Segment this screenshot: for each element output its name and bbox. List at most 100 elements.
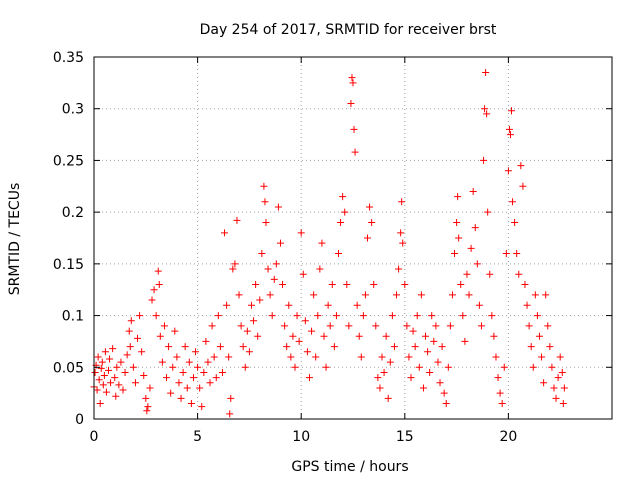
data-point [455,234,463,242]
data-point [256,296,264,304]
data-point [372,322,380,330]
data-point [316,265,324,273]
data-point [490,332,498,340]
data-point [463,270,471,278]
data-point [227,394,235,402]
data-point [382,332,390,340]
data-point [496,389,504,397]
data-point [556,353,564,361]
data-point [366,203,374,211]
data-point [548,363,556,371]
data-point [283,343,291,351]
data-point [461,337,469,345]
data-point [261,198,269,206]
chart-title: Day 254 of 2017, SRMTID for receiver brs… [200,22,497,38]
data-point [142,394,150,402]
data-point [552,394,560,402]
data-point [334,250,342,258]
data-point [407,374,415,382]
data-point [486,270,494,278]
data-point [165,343,173,351]
data-point [328,281,336,289]
y-tick-label: 0.35 [53,50,84,66]
data-point [131,379,139,387]
x-tick-label: 5 [193,429,202,445]
y-tick-label: 0.15 [53,257,84,273]
data-point [126,343,134,351]
data-point [417,291,425,299]
y-tick-label: 0.2 [62,205,84,221]
data-point [204,358,212,366]
data-point [339,193,347,201]
data-point [390,343,398,351]
data-point [140,372,148,380]
data-point [287,353,295,361]
data-point [129,363,137,371]
data-point [560,384,568,392]
data-point [440,389,448,397]
data-point [97,364,105,372]
data-point [341,208,349,216]
data-point [148,296,156,304]
data-point [538,353,546,361]
data-point [314,312,322,320]
x-tick-label: 0 [90,429,99,445]
data-point [241,363,249,371]
data-point [245,348,253,356]
data-point [156,332,164,340]
data-point [225,353,233,361]
data-point [94,353,102,361]
data-point [527,343,535,351]
data-point [451,250,459,258]
data-point [523,301,531,309]
data-point [559,399,567,407]
data-point [113,363,121,371]
data-point [155,281,163,289]
data-point [196,384,204,392]
data-point [368,218,376,226]
data-point [260,182,268,190]
data-point [353,301,361,309]
y-tick-label: 0.3 [62,102,84,118]
data-point [546,343,554,351]
data-point [482,69,490,77]
y-tick-label: 0 [75,412,84,428]
data-point [428,312,436,320]
data-point [146,384,154,392]
data-point [154,267,162,275]
data-point [111,374,119,382]
data-point [558,368,566,376]
data-point [444,363,452,371]
data-point [235,291,243,299]
data-point [285,301,293,309]
x-tick-label: 20 [499,429,517,445]
data-point [521,281,529,289]
data-point [398,198,406,206]
data-point [229,265,237,273]
data-points [90,69,568,418]
data-point [544,322,552,330]
data-point [202,337,210,345]
data-point [125,327,133,335]
data-point [303,348,311,356]
data-point [134,334,142,342]
data-point [465,291,473,299]
data-point [359,312,367,320]
data-point [127,317,135,325]
data-point [332,312,340,320]
data-point [289,332,297,340]
data-point [411,343,419,351]
data-point [511,218,519,226]
data-point [361,291,369,299]
data-point [347,100,355,108]
data-point [508,107,516,115]
data-point [98,358,106,366]
data-point [517,162,525,170]
data-point [434,358,442,366]
data-point [403,322,411,330]
data-point [424,348,432,356]
data-point [218,368,226,376]
data-point [378,353,386,361]
data-point [471,224,479,232]
data-point [301,317,309,325]
